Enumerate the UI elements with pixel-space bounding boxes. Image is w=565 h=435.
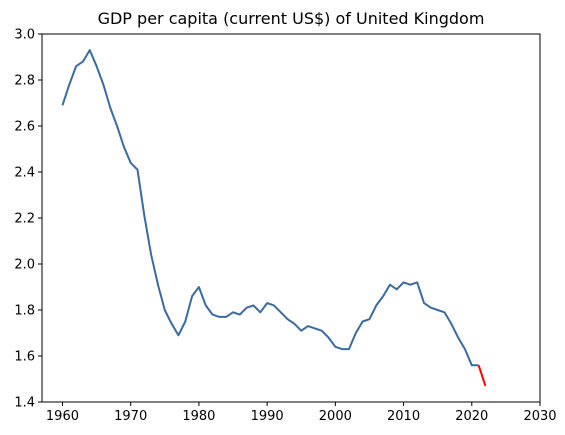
x-tick-label: 1990 — [251, 409, 284, 424]
x-tick-label: 2030 — [523, 409, 556, 424]
y-tick-label: 2.4 — [14, 166, 35, 181]
plot-frame — [41, 33, 541, 403]
y-tick-label: 2.0 — [14, 258, 35, 273]
y-tick-label: 1.4 — [14, 396, 35, 411]
x-tick-label: 2020 — [455, 409, 488, 424]
y-tick-label: 2.6 — [14, 120, 35, 135]
series-line-2 — [477, 364, 487, 387]
x-tick-label: 2000 — [319, 409, 352, 424]
x-tick-label: 1970 — [114, 409, 147, 424]
x-tick-label: 2010 — [387, 409, 420, 424]
x-axis: 1960 1970 1980 1990 2000 2010 2020 2030 — [46, 402, 557, 424]
y-axis: 1.4 1.6 1.8 2.0 2.2 2.4 2.6 2.8 3.0 — [14, 28, 42, 411]
y-tick-label: 1.8 — [14, 304, 35, 319]
y-tick-label: 2.8 — [14, 74, 35, 89]
series-layer — [61, 49, 487, 387]
y-tick-label: 3.0 — [14, 28, 35, 43]
y-tick-label: 2.2 — [14, 212, 35, 227]
series-line-1 — [61, 49, 479, 367]
x-tick-label: 1960 — [46, 409, 79, 424]
y-tick-label: 1.6 — [14, 350, 35, 365]
x-tick-label: 1980 — [182, 409, 215, 424]
chart-title: GDP per capita (current US$) of United K… — [98, 9, 485, 28]
